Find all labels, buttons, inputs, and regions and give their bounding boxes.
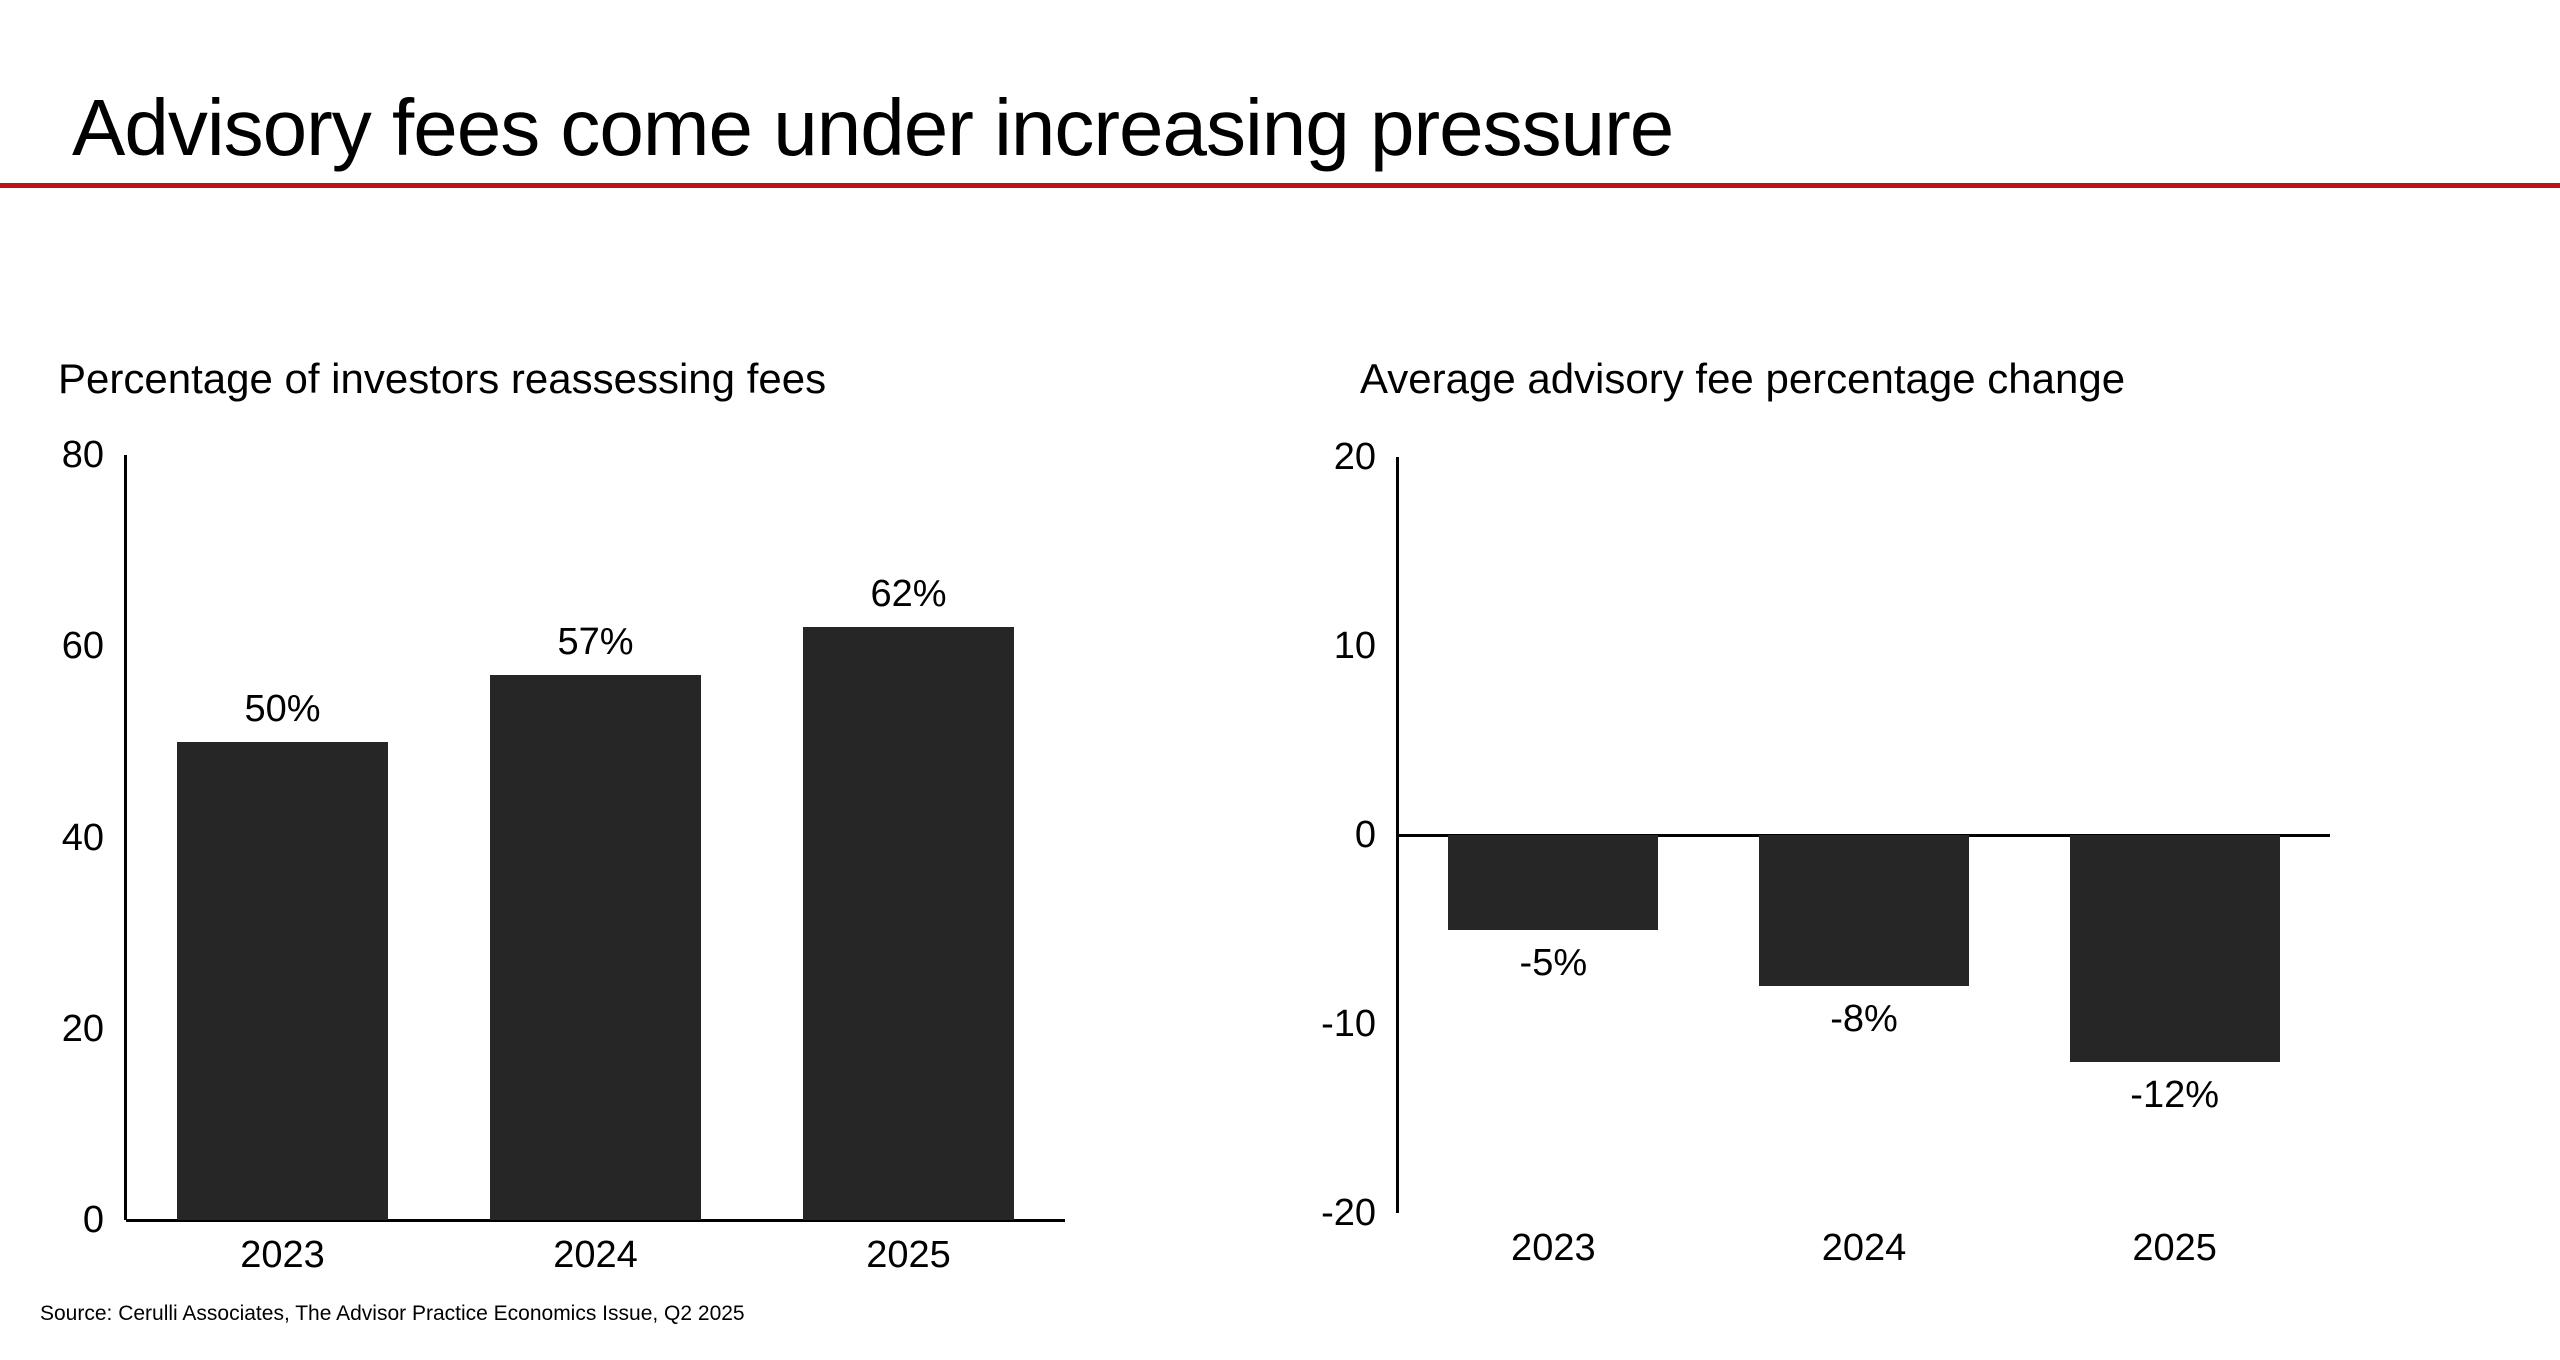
- x-axis-category-label: 2025: [2132, 1227, 2217, 1269]
- y-axis-tick-label: -10: [1321, 1003, 1376, 1045]
- value-label: -5%: [1519, 941, 1588, 984]
- x-axis-category-label: 2023: [1511, 1227, 1596, 1269]
- bar-chart-right: -20 -10 0 10 20 -5% 2023 -8% 2024 -12% 2025: [1321, 438, 2330, 1267]
- y-axis-line: [1396, 457, 1399, 1213]
- y-axis-tick-label: 60: [61, 625, 104, 668]
- y-axis-tick-label: 80: [61, 434, 104, 476]
- page-title: Advisory fees come under increasing pres…: [72, 83, 1674, 172]
- y-axis-tick-label: 0: [1354, 814, 1376, 856]
- y-axis-tick-label: 20: [1333, 436, 1376, 478]
- x-axis-line: [126, 1218, 1065, 1222]
- value-label: -12%: [2130, 1073, 2220, 1116]
- bar-chart-left: 0 20 40 60 80 50% 2023 57% 2024 62% 2025: [62, 436, 1065, 1274]
- value-label: 57%: [557, 620, 634, 663]
- value-label: 50%: [244, 687, 321, 730]
- source-note: Source: Cerulli Associates, The Advisor …: [40, 1302, 745, 1325]
- y-axis-tick-label: -20: [1321, 1192, 1376, 1234]
- bar-2024: [489, 674, 702, 1220]
- bar-2024: [1759, 835, 1969, 987]
- title-accent-rule: [0, 183, 2560, 188]
- y-axis-tick-label: 20: [61, 1007, 104, 1050]
- chart-title-right: Average advisory fee percentage change: [1360, 355, 2126, 402]
- chart-title-left: Percentage of investors reassessing fees: [58, 355, 827, 402]
- y-axis-tick-label: 0: [82, 1199, 104, 1241]
- value-label: -8%: [1830, 998, 1898, 1041]
- x-axis-category-label: 2025: [866, 1234, 951, 1276]
- x-axis-category-label: 2024: [1821, 1227, 1907, 1269]
- bar-2023: [1448, 835, 1659, 930]
- bar-2023: [176, 741, 389, 1220]
- x-axis-category-label: 2024: [553, 1234, 638, 1276]
- y-axis-tick-label: 10: [1333, 625, 1376, 667]
- value-label: 62%: [870, 573, 947, 616]
- bar-2025: [2069, 835, 2280, 1062]
- bar-2025: [802, 627, 1015, 1220]
- y-axis-line: [124, 455, 127, 1220]
- x-axis-category-label: 2023: [240, 1234, 325, 1276]
- y-axis-tick-label: 40: [61, 816, 104, 859]
